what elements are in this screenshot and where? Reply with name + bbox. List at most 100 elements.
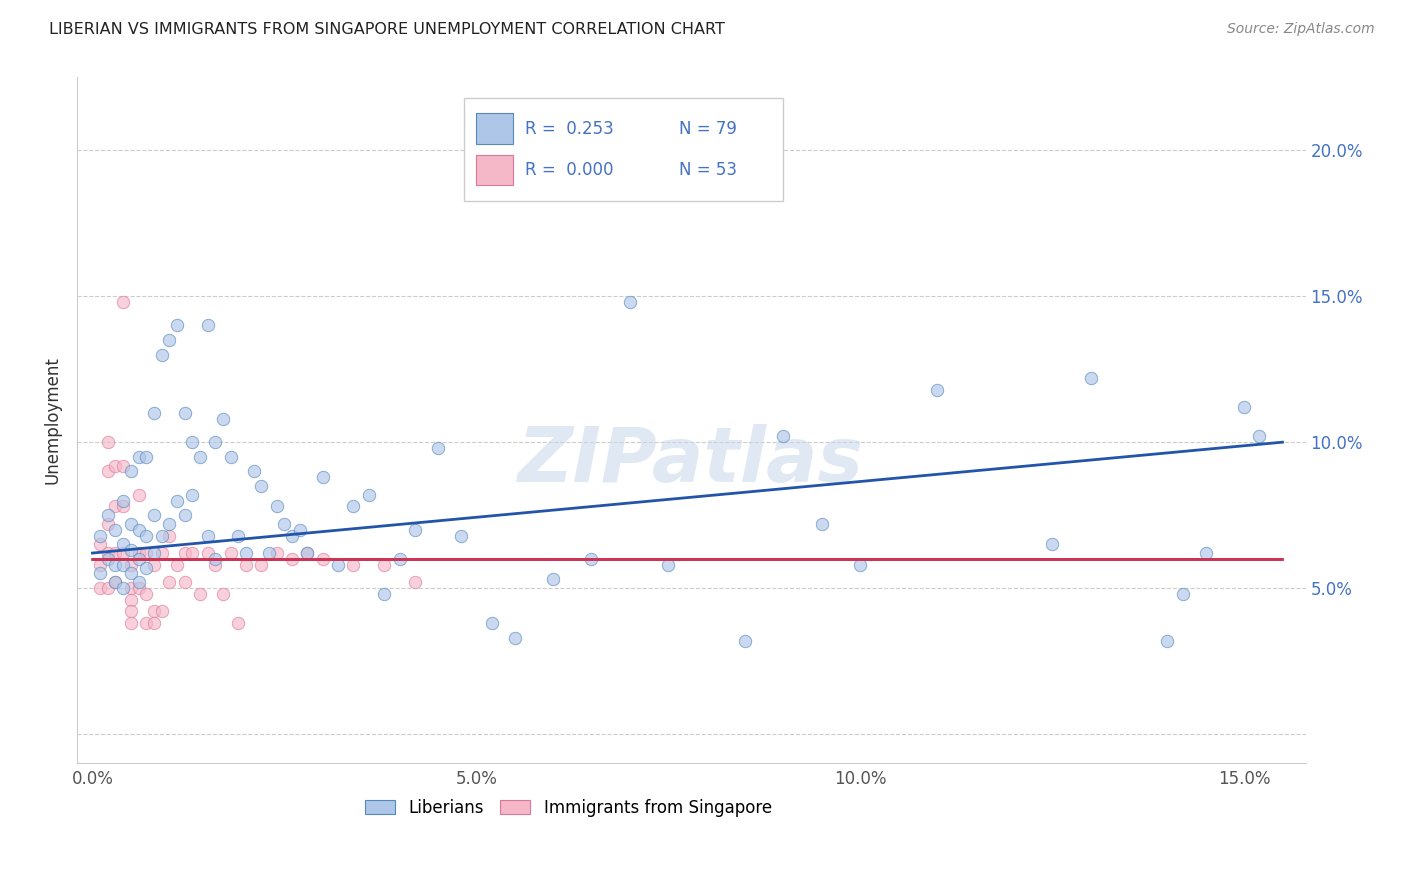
Point xyxy=(273,516,295,531)
Point xyxy=(97,546,120,560)
Point xyxy=(357,488,380,502)
Point xyxy=(734,633,756,648)
Point xyxy=(150,348,173,362)
Point xyxy=(104,523,127,537)
Point xyxy=(104,575,127,590)
Point xyxy=(142,616,165,631)
Point xyxy=(281,528,304,542)
Point xyxy=(235,546,257,560)
Point xyxy=(342,500,364,514)
Text: LIBERIAN VS IMMIGRANTS FROM SINGAPORE UNEMPLOYMENT CORRELATION CHART: LIBERIAN VS IMMIGRANTS FROM SINGAPORE UN… xyxy=(49,22,725,37)
Point xyxy=(250,479,273,493)
Point xyxy=(150,604,173,618)
Point xyxy=(181,546,204,560)
Point xyxy=(104,500,127,514)
Point xyxy=(373,558,395,572)
Point xyxy=(120,604,142,618)
Text: ZIPatlas: ZIPatlas xyxy=(519,425,865,499)
Point xyxy=(197,546,219,560)
Point xyxy=(112,493,135,508)
FancyBboxPatch shape xyxy=(477,154,513,186)
Point xyxy=(204,435,226,450)
Point xyxy=(135,616,157,631)
Point xyxy=(657,558,679,572)
Point xyxy=(120,558,142,572)
Point xyxy=(142,508,165,522)
Point xyxy=(1195,546,1218,560)
Point xyxy=(120,543,142,558)
Point xyxy=(297,546,319,560)
Point xyxy=(188,587,211,601)
Point xyxy=(89,537,111,551)
Point xyxy=(212,412,235,426)
Point xyxy=(197,318,219,333)
Point xyxy=(112,546,135,560)
Point xyxy=(97,516,120,531)
Point xyxy=(242,464,264,478)
Point xyxy=(1156,633,1178,648)
Point xyxy=(288,523,311,537)
Point xyxy=(373,587,395,601)
Point xyxy=(404,575,426,590)
Point xyxy=(112,295,135,310)
Point xyxy=(135,546,157,560)
Point xyxy=(326,558,349,572)
Point xyxy=(104,558,127,572)
Point xyxy=(166,318,188,333)
Point xyxy=(426,441,449,455)
Point xyxy=(1080,371,1102,385)
Point xyxy=(97,508,120,522)
Point xyxy=(142,604,165,618)
FancyBboxPatch shape xyxy=(464,98,783,201)
Point xyxy=(142,546,165,560)
Point xyxy=(166,558,188,572)
Point xyxy=(112,537,135,551)
Point xyxy=(388,552,411,566)
Point xyxy=(228,528,250,542)
Point xyxy=(97,581,120,595)
Point xyxy=(228,616,250,631)
Point xyxy=(481,616,503,631)
Point xyxy=(112,558,135,572)
Point xyxy=(212,587,235,601)
Point xyxy=(128,552,150,566)
Point xyxy=(135,528,157,542)
Point xyxy=(120,566,142,581)
Text: N = 53: N = 53 xyxy=(679,161,737,179)
Point xyxy=(104,575,127,590)
Point xyxy=(120,464,142,478)
Point xyxy=(312,552,335,566)
Point xyxy=(89,528,111,542)
Point xyxy=(104,546,127,560)
Point xyxy=(849,558,872,572)
Point xyxy=(1171,587,1194,601)
Point xyxy=(128,450,150,464)
Point xyxy=(142,558,165,572)
Point xyxy=(104,458,127,473)
Point xyxy=(142,406,165,420)
Point xyxy=(97,464,120,478)
Point xyxy=(1040,537,1063,551)
Point xyxy=(297,546,319,560)
Point xyxy=(450,528,472,542)
Point xyxy=(112,581,135,595)
Legend: Liberians, Immigrants from Singapore: Liberians, Immigrants from Singapore xyxy=(359,792,779,823)
Point xyxy=(266,546,288,560)
Text: R =  0.253: R = 0.253 xyxy=(526,120,614,138)
Point xyxy=(181,435,204,450)
Point xyxy=(173,546,195,560)
Point xyxy=(89,581,111,595)
Point xyxy=(157,575,180,590)
Point xyxy=(281,552,304,566)
Point xyxy=(342,558,364,572)
Point xyxy=(120,581,142,595)
Point xyxy=(128,581,150,595)
Point xyxy=(541,572,564,586)
Point xyxy=(128,546,150,560)
Point xyxy=(173,575,195,590)
Point xyxy=(97,552,120,566)
Point xyxy=(128,575,150,590)
Point xyxy=(128,523,150,537)
Y-axis label: Unemployment: Unemployment xyxy=(44,356,60,484)
Point xyxy=(150,546,173,560)
